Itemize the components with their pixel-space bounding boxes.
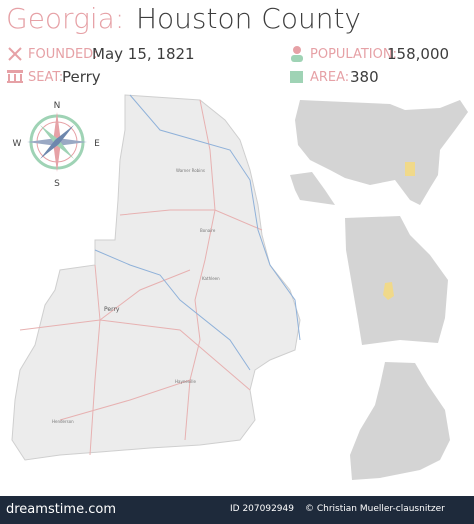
area-value: 380 [350,68,379,86]
area-icon [290,71,303,83]
compass-e: E [94,139,100,149]
compass-n: N [54,101,61,111]
seat-value: Perry [62,68,101,86]
usa-inset [290,100,468,205]
founded-value: May 15, 1821 [92,45,195,63]
compass-w: W [13,139,22,149]
compass-s: S [54,179,60,189]
image-id: ID 207092949 [230,504,294,514]
rivers [94,94,301,371]
population-icon [291,46,303,62]
town-label: Kathleen [202,276,220,281]
town-label: Henderson [52,419,74,424]
county-inset [350,362,450,480]
population-label: POPULATION: [310,47,397,62]
seat-icon [7,70,23,83]
founded-label: FOUNDED: [28,47,98,62]
roads [19,99,263,456]
town-label: Perry [104,306,120,313]
county-shape [11,94,301,461]
compass [27,112,87,172]
georgia-highlight [405,162,415,176]
founded-icon [8,47,22,61]
state-name: Georgia: [6,2,125,35]
seat-label: SEAT: [28,70,64,85]
county-name: Houston County [136,2,361,35]
credit: © Christian Mueller-clausnitzer [305,504,445,514]
footer: dreamstime.com ID 207092949 © Christian … [0,496,474,524]
county-highlight [383,282,394,300]
watermark: dreamstime.com [6,502,116,517]
population-value: 158,000 [387,45,450,63]
georgia-inset [345,216,448,345]
town-label: Warner Robins [176,168,205,173]
town-label: Hayneville [175,379,197,384]
area-label: AREA: [310,70,350,85]
town-label: Bonaire [200,228,216,233]
